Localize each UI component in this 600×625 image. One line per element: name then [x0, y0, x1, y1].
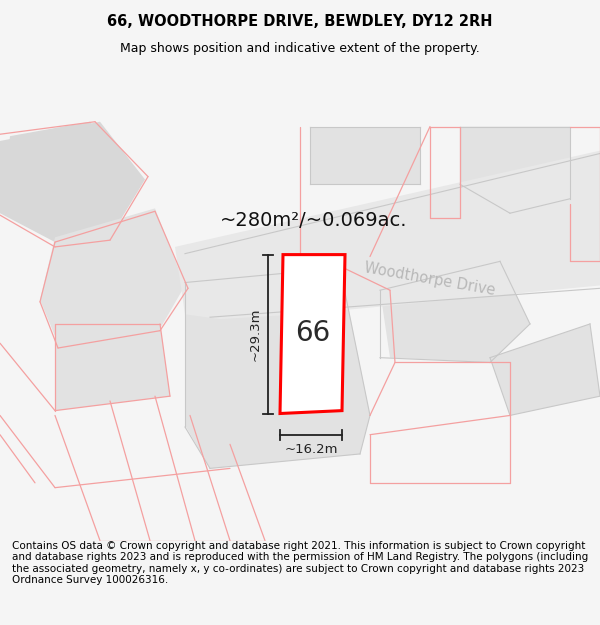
Polygon shape [5, 122, 120, 218]
Text: Map shows position and indicative extent of the property.: Map shows position and indicative extent… [120, 42, 480, 55]
Polygon shape [175, 151, 600, 319]
Text: 66: 66 [295, 319, 330, 348]
Text: ~29.3m: ~29.3m [248, 308, 262, 361]
Text: ~16.2m: ~16.2m [284, 442, 338, 456]
Text: 66, WOODTHORPE DRIVE, BEWDLEY, DY12 2RH: 66, WOODTHORPE DRIVE, BEWDLEY, DY12 2RH [107, 14, 493, 29]
Polygon shape [460, 126, 570, 213]
Polygon shape [380, 261, 530, 362]
Polygon shape [0, 122, 145, 242]
Polygon shape [185, 266, 370, 468]
Polygon shape [55, 324, 170, 411]
Polygon shape [280, 254, 345, 414]
Polygon shape [40, 208, 185, 348]
Text: Contains OS data © Crown copyright and database right 2021. This information is : Contains OS data © Crown copyright and d… [12, 541, 588, 586]
Text: ~280m²/~0.069ac.: ~280m²/~0.069ac. [220, 211, 407, 231]
Polygon shape [490, 324, 600, 416]
Text: Woodthorpe Drive: Woodthorpe Drive [364, 260, 497, 298]
Polygon shape [310, 126, 420, 184]
